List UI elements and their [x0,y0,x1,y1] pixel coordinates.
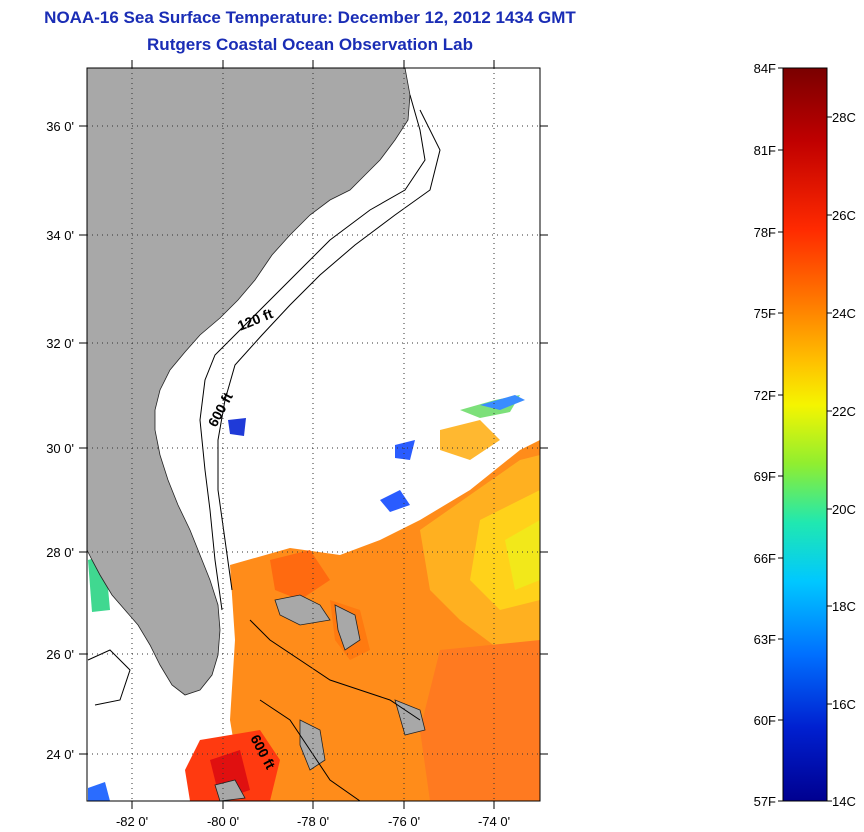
lat-label-24: 24 0' [46,747,74,762]
colorbar-label-20c: 20C [832,502,856,517]
lat-label-30: 30 0' [46,441,74,456]
lat-label-32: 32 0' [46,336,74,351]
colorbar-label-14c: 14C [832,794,856,809]
colorbar-label-81f: 81F [754,143,776,158]
colorbar-label-66f: 66F [754,551,776,566]
colorbar-label-72f: 72F [754,388,776,403]
colorbar-label-84f: 84F [754,61,776,76]
colorbar-label-26c: 26C [832,208,856,223]
colorbar-label-22c: 22C [832,404,856,419]
lat-label-26: 26 0' [46,647,74,662]
lon-label-78: -78 0' [297,814,329,829]
map-subtitle: Rutgers Coastal Ocean Observation Lab [147,35,473,54]
colorbar-label-69f: 69F [754,469,776,484]
colorbar-label-16c: 16C [832,697,856,712]
colorbar-label-18c: 18C [832,599,856,614]
land-mass [87,68,411,696]
bathymetry-contours [87,94,441,801]
lon-label-76: -76 0' [388,814,420,829]
colorbar-label-78f: 78F [754,225,776,240]
colorbar-label-28c: 28C [832,110,856,125]
colorbar-label-60f: 60F [754,713,776,728]
lon-label-74: -74 0' [478,814,510,829]
lat-label-34: 34 0' [46,228,74,243]
graticule-grid [87,68,540,801]
lat-label-28: 28 0' [46,545,74,560]
sst-data-layer [88,395,540,801]
colorbar-label-24c: 24C [832,306,856,321]
frame-ticks [79,60,548,809]
lon-label-80: -80 0' [207,814,239,829]
colorbar-label-57f: 57F [754,794,776,809]
lon-label-82: -82 0' [116,814,148,829]
bahamas-islands [214,594,426,801]
colorbar-ticks [778,67,832,802]
colorbar [782,67,828,802]
colorbar-label-63f: 63F [754,632,776,647]
lat-label-36: 36 0' [46,119,74,134]
map-title: NOAA-16 Sea Surface Temperature: Decembe… [44,8,576,27]
colorbar-label-75f: 75F [754,306,776,321]
